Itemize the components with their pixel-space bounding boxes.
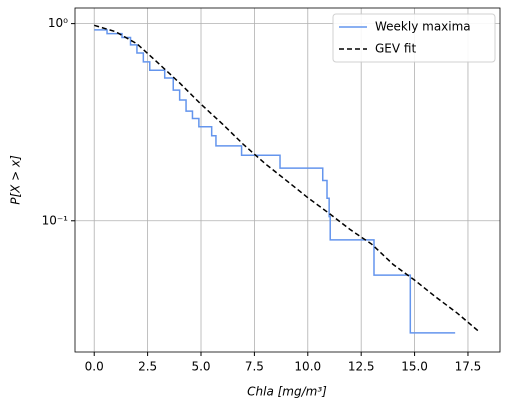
x-tick-label: 12.5 (348, 360, 375, 374)
y-axis-label: P[X > x] (9, 155, 23, 205)
legend-box (332, 13, 496, 63)
x-tick-label: 2.5 (138, 360, 157, 374)
x-tick-label: 0.0 (85, 360, 104, 374)
x-tick-label: 10.0 (294, 360, 321, 374)
y-tick-label: 10⁰ (48, 16, 68, 30)
data-line (94, 29, 456, 334)
x-tick-label: 15.0 (401, 360, 428, 374)
legend-label: GEV fit (375, 42, 416, 56)
data-line (94, 24, 480, 332)
x-tick-label: 7.5 (245, 360, 264, 374)
x-tick-label: 17.5 (455, 360, 482, 374)
y-tick-label: 10⁻¹ (42, 213, 69, 227)
plot-frame (74, 7, 501, 353)
x-tick-label: 5.0 (191, 360, 210, 374)
x-axis-label: Chla [mg/m³] (247, 385, 327, 399)
legend-label: Weekly maxima (375, 20, 471, 34)
